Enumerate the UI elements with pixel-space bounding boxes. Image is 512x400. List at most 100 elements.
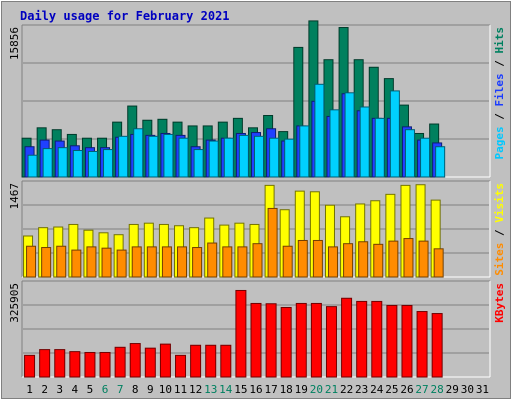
day-label-24: 24 [370, 383, 384, 396]
day-label-5: 5 [87, 383, 94, 396]
bar-sites-day-13 [207, 242, 218, 278]
day-label-22: 22 [340, 383, 353, 396]
bar-pages-day-16 [254, 135, 264, 178]
series-label-part: KBytes [493, 283, 506, 323]
bar-sites-day-22 [343, 243, 354, 278]
day-label-3: 3 [56, 383, 63, 396]
bar-sites-day-3 [56, 245, 67, 278]
bar-sites-day-24 [373, 243, 384, 278]
bar-sites-day-12 [192, 247, 203, 278]
bar-pages-day-12 [193, 149, 204, 178]
bar-kbytes-day-20 [310, 302, 322, 378]
bar-pages-day-25 [389, 90, 400, 178]
day-label-8: 8 [132, 383, 139, 396]
day-label-17: 17 [264, 383, 277, 396]
day-label-7: 7 [117, 383, 124, 396]
day-label-18: 18 [280, 383, 293, 396]
bar-kbytes-day-28 [431, 313, 443, 378]
bar-sites-day-2 [41, 247, 52, 278]
bar-kbytes-day-6 [99, 351, 111, 378]
bar-kbytes-day-5 [84, 351, 96, 378]
bar-sites-day-23 [358, 241, 369, 278]
bar-kbytes-day-8 [129, 343, 141, 378]
bar-pages-day-9 [148, 135, 159, 178]
day-label-23: 23 [355, 383, 368, 396]
bar-kbytes-day-10 [159, 343, 171, 378]
bar-pages-day-15 [238, 134, 249, 178]
bar-pages-day-18 [284, 138, 295, 178]
bar-kbytes-day-27 [416, 311, 428, 378]
bar-sites-day-4 [71, 249, 82, 278]
bar-sites-day-26 [403, 238, 414, 278]
bar-pages-day-10 [163, 133, 174, 178]
bar-sites-day-21 [327, 246, 338, 278]
bar-pages-day-26 [404, 129, 415, 178]
day-label-30: 30 [461, 383, 474, 396]
day-label-25: 25 [385, 383, 398, 396]
bar-kbytes-day-16 [250, 302, 262, 378]
bar-kbytes-day-1 [24, 354, 36, 378]
series-label-part: / [493, 54, 506, 74]
bar-kbytes-day-11 [175, 354, 187, 378]
panel-max-label: 15856 [8, 27, 21, 60]
bar-sites-day-17 [267, 207, 278, 278]
bar-kbytes-day-21 [325, 306, 337, 378]
bar-sites-day-25 [388, 240, 399, 278]
bar-pages-day-3 [57, 147, 68, 178]
day-label-12: 12 [189, 383, 202, 396]
bar-sites-day-11 [177, 246, 188, 278]
bar-sites-day-1 [26, 245, 37, 278]
bar-kbytes-day-9 [144, 347, 156, 378]
bar-kbytes-day-2 [39, 349, 51, 378]
bar-sites-day-14 [222, 246, 233, 278]
bar-sites-day-8 [131, 246, 142, 278]
panel-visits: 1467 Sites / Visits [8, 180, 506, 278]
panel-hits: 15856 Pages / Files / Hits [8, 20, 506, 178]
bar-sites-day-18 [282, 245, 293, 278]
bar-pages-day-1 [27, 154, 38, 178]
bar-kbytes-day-19 [295, 302, 307, 378]
bar-sites-day-16 [252, 243, 263, 278]
day-label-21: 21 [325, 383, 338, 396]
day-label-1: 1 [26, 383, 33, 396]
day-label-11: 11 [174, 383, 187, 396]
bar-kbytes-day-4 [69, 351, 81, 378]
bar-sites-day-15 [237, 246, 248, 278]
day-label-15: 15 [234, 383, 247, 396]
bar-pages-day-13 [208, 140, 219, 178]
panel-max-label: 325905 [8, 283, 21, 323]
series-label-part: / [493, 223, 506, 243]
bar-kbytes-day-12 [190, 344, 202, 378]
day-label-4: 4 [72, 383, 79, 396]
bar-kbytes-day-26 [401, 304, 413, 378]
bar-pages-day-28 [435, 146, 446, 178]
bar-sites-day-27 [418, 240, 429, 278]
bar-sites-day-10 [161, 246, 172, 278]
bar-pages-day-7 [118, 135, 129, 178]
bar-pages-day-8 [133, 128, 144, 178]
day-label-27: 27 [415, 383, 428, 396]
series-label-part: Pages [493, 126, 506, 159]
day-label-16: 16 [249, 383, 262, 396]
bar-pages-day-22 [344, 92, 355, 178]
panel-series-label: Pages / Files / Hits [493, 27, 506, 160]
bar-kbytes-day-18 [280, 306, 292, 378]
bar-pages-day-19 [299, 125, 310, 178]
bar-kbytes-day-13 [205, 344, 217, 378]
bar-pages-day-5 [87, 150, 98, 178]
day-label-10: 10 [159, 383, 172, 396]
day-label-31: 31 [476, 383, 489, 396]
day-label-28: 28 [431, 383, 444, 396]
bar-kbytes-day-7 [114, 346, 126, 378]
bar-kbytes-day-3 [54, 349, 66, 378]
bar-pages-day-11 [178, 137, 189, 178]
series-label-part: / [493, 107, 506, 127]
series-label-part: Visits [493, 183, 506, 223]
panel-series-label: KBytes [493, 283, 506, 323]
bar-sites-day-5 [86, 246, 97, 278]
bar-kbytes-day-23 [356, 300, 368, 378]
bar-pages-day-23 [359, 106, 370, 178]
bar-kbytes-day-14 [220, 344, 232, 378]
bar-sites-day-6 [101, 247, 112, 278]
